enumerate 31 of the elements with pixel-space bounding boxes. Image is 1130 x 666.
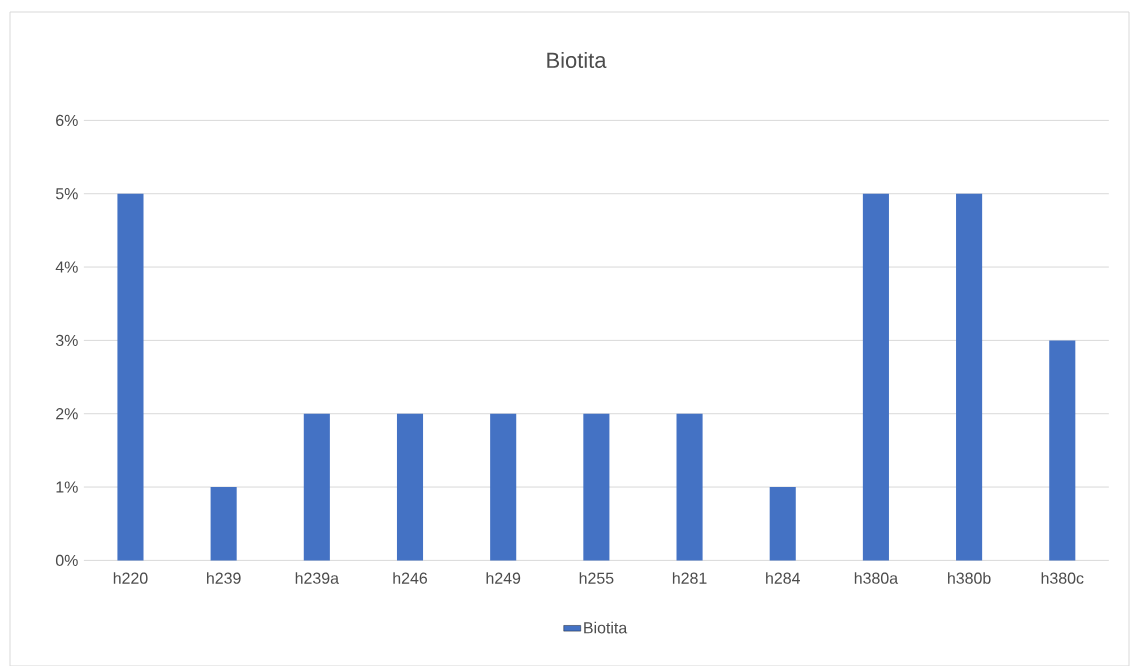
bar [583,413,610,561]
bar [117,193,144,561]
bar [956,193,983,561]
bar [303,413,330,561]
chart-title: Biotita [547,51,607,69]
y-tick-label: 1% [56,481,78,493]
bar [676,413,703,561]
bar [769,487,796,561]
x-tick-label: h255 [579,572,614,584]
y-tick-label: 0% [55,554,78,567]
x-tick-label: h249 [486,572,521,584]
x-tick-label: h281 [672,572,707,584]
bar [210,487,237,561]
legend-label: Biotita [584,621,628,634]
x-tick-label: h239 [207,572,241,584]
x-tick-label: h380c [1041,572,1084,584]
y-tick-label: 6% [56,114,78,127]
bar [1049,340,1076,561]
y-tick-label: 2% [56,408,78,420]
bar [490,413,517,561]
x-tick-label: h246 [393,572,428,584]
bar [396,413,424,561]
x-tick-label: h239a [295,572,339,584]
x-tick-label: h284 [766,572,800,584]
x-tick-label: h380a [854,572,899,584]
bar [862,193,889,561]
y-tick-label: 3% [55,334,78,347]
x-tick-label: h220 [113,572,148,584]
y-tick-label: 5% [55,188,78,200]
y-tick-label: 4% [55,261,78,273]
x-tick-label: h380b [948,572,991,584]
